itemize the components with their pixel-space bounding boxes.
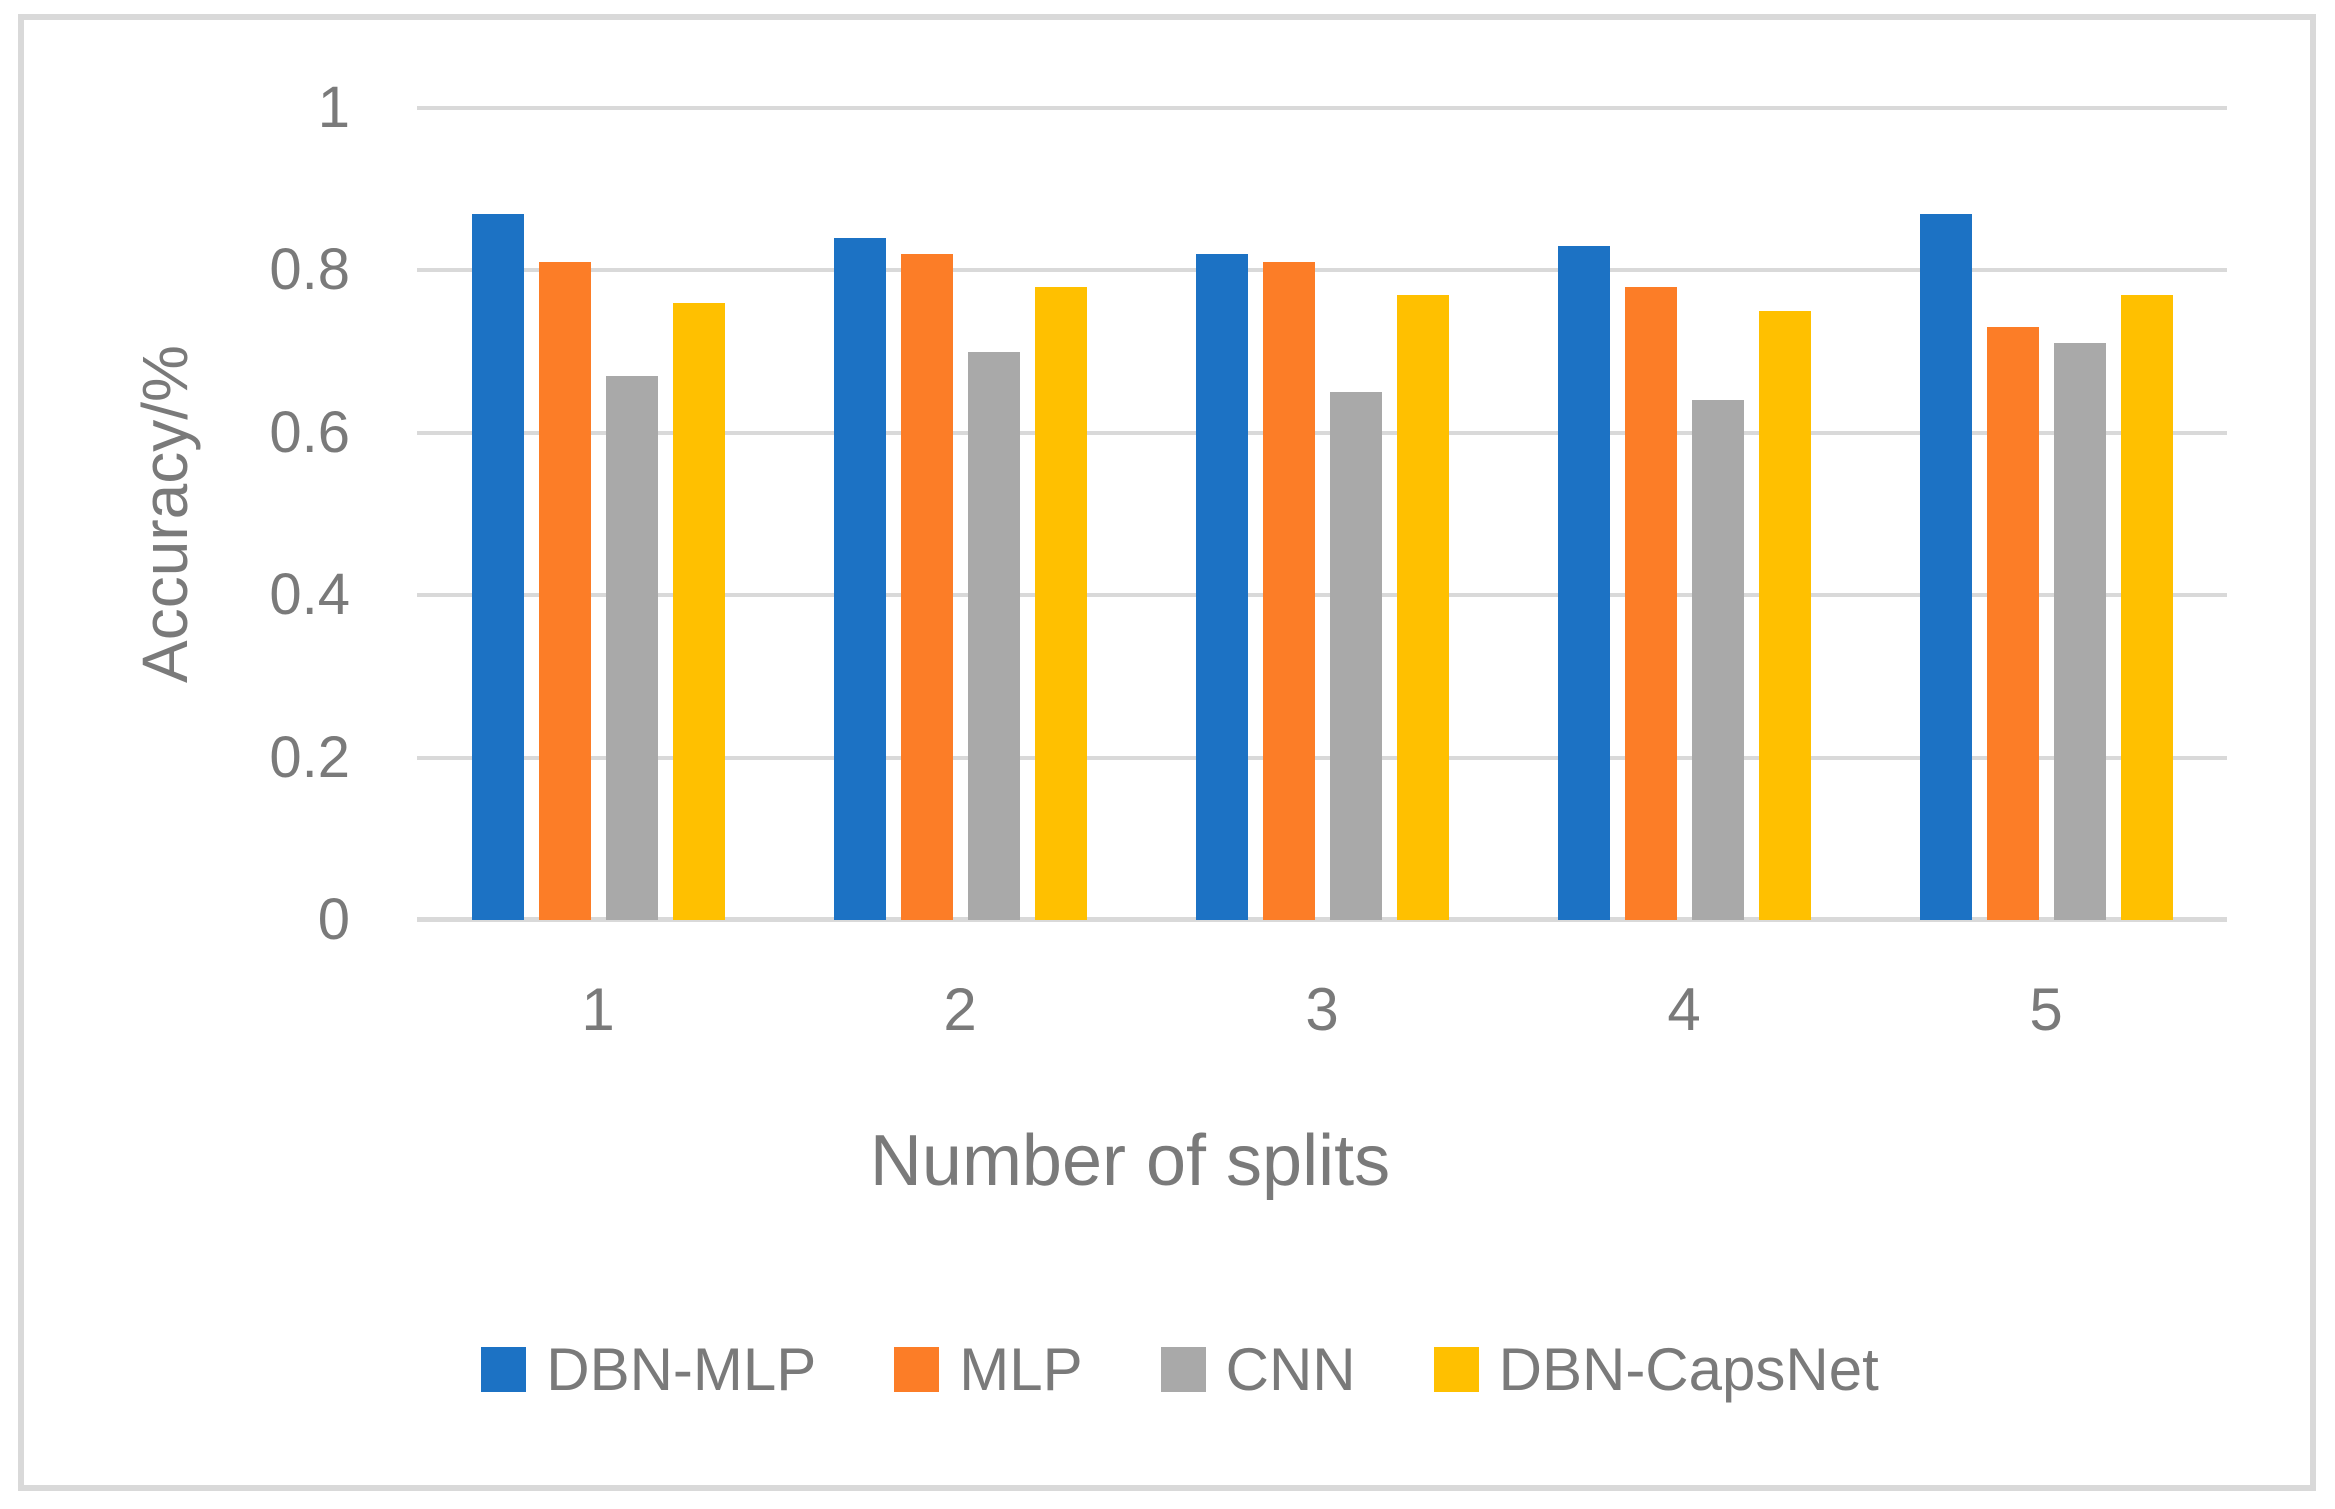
y-tick-label: 0.4 (269, 562, 350, 628)
legend-swatch-dbn-capsnet (1433, 1347, 1479, 1392)
legend: DBN-MLP MLP CNN DBN-CapsNet (0, 1335, 2335, 1404)
x-tick-label: 5 (2029, 976, 2063, 1043)
bar-dbn-mlp-5 (1919, 213, 1972, 920)
x-tick-label: 3 (1305, 976, 1339, 1043)
bar-mlp-5 (1986, 327, 2039, 920)
legend-item-dbn-mlp: DBN-MLP (481, 1335, 816, 1404)
legend-item-cnn: CNN (1160, 1335, 1356, 1404)
legend-label-mlp: MLP (959, 1336, 1083, 1403)
bar-dbn-capsnet-1 (672, 302, 725, 920)
x-axis-ticks: 1 2 3 4 5 (417, 975, 2227, 1044)
bar-dbn-mlp-1 (471, 213, 524, 920)
bar-cnn-3 (1329, 392, 1382, 920)
plot-area (417, 106, 2227, 922)
gridline (417, 106, 2227, 110)
bar-groups (417, 108, 2227, 920)
gridline (417, 268, 2227, 273)
bar-dbn-mlp-3 (1195, 254, 1248, 920)
bar-cnn-2 (967, 351, 1020, 920)
bar-group-4 (1503, 108, 1865, 920)
bar-dbn-mlp-2 (833, 237, 886, 920)
y-axis-title: Accuracy/% (129, 345, 201, 683)
legend-item-dbn-capsnet: DBN-CapsNet (1433, 1335, 1879, 1404)
x-axis-line (417, 917, 2227, 922)
bar-group-3 (1141, 108, 1503, 920)
bar-dbn-capsnet-5 (2120, 294, 2173, 920)
bar-mlp-4 (1624, 286, 1677, 920)
bar-group-5 (1865, 108, 2227, 920)
legend-swatch-cnn (1160, 1347, 1206, 1392)
legend-swatch-dbn-mlp (481, 1347, 527, 1392)
y-axis-title-wrap: Accuracy/% (0, 108, 330, 920)
gridline (417, 755, 2227, 760)
y-tick-label: 0.2 (269, 724, 350, 790)
y-axis-ticks: 1 0.8 0.6 0.4 0.2 0 (0, 79, 350, 949)
y-tick-label: 0.8 (269, 237, 350, 303)
x-tick-label: 1 (581, 976, 615, 1043)
gridline (417, 430, 2227, 435)
legend-item-mlp: MLP (894, 1335, 1083, 1404)
bar-mlp-2 (900, 254, 953, 920)
bar-group-1 (417, 108, 779, 920)
y-tick-label: 0.6 (269, 399, 350, 465)
bar-cnn-5 (2053, 343, 2106, 920)
bar-mlp-3 (1262, 262, 1315, 920)
x-tick-label: 2 (943, 976, 977, 1043)
x-axis-title: Number of splits (869, 1121, 1391, 1201)
bar-cnn-1 (605, 375, 658, 920)
gridline (417, 593, 2227, 598)
y-tick-label: 0 (317, 887, 350, 952)
legend-label-dbn-mlp: DBN-MLP (546, 1336, 817, 1403)
bar-dbn-capsnet-4 (1758, 311, 1811, 920)
y-tick-label: 1 (317, 75, 350, 140)
bar-cnn-4 (1691, 400, 1744, 920)
legend-label-cnn: CNN (1225, 1336, 1356, 1403)
bar-dbn-capsnet-2 (1034, 286, 1087, 920)
x-tick-label: 4 (1667, 976, 1701, 1043)
bar-dbn-capsnet-3 (1396, 294, 1449, 920)
bar-group-2 (779, 108, 1141, 920)
bar-mlp-1 (538, 262, 591, 920)
bar-dbn-mlp-4 (1557, 246, 1610, 920)
legend-swatch-mlp (894, 1347, 940, 1392)
chart-frame (18, 14, 2316, 1491)
legend-label-dbn-capsnet: DBN-CapsNet (1498, 1336, 1879, 1403)
